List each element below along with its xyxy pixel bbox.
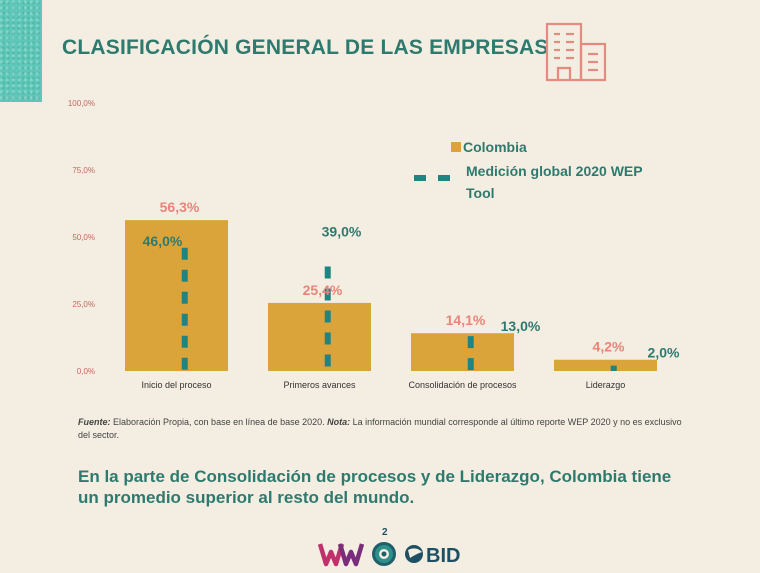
x-tick-label: Primeros avances xyxy=(283,380,356,390)
data-label-colombia: 4,2% xyxy=(593,339,625,355)
bar-colombia xyxy=(411,333,514,371)
footer-logos: BID xyxy=(318,542,460,567)
source-note: Fuente: Elaboración Propia, con base en … xyxy=(78,416,688,442)
bar-colombia xyxy=(554,359,657,371)
data-label-colombia: 56,3% xyxy=(160,199,200,215)
note-label: Nota: xyxy=(327,417,351,427)
bar-colombia xyxy=(268,302,371,371)
legend-label-colombia: Colombia xyxy=(463,139,527,155)
bar-colombia xyxy=(125,220,228,371)
x-tick-label: Consolidación de procesos xyxy=(408,380,517,390)
y-tick-label: 100,0% xyxy=(68,99,95,108)
data-label-colombia: 25,4% xyxy=(303,282,343,298)
decorative-corner xyxy=(0,0,42,102)
y-tick-label: 0,0% xyxy=(77,367,95,376)
ww-logo xyxy=(318,543,365,567)
building-icon xyxy=(545,22,607,82)
data-label-global: 2,0% xyxy=(648,345,680,361)
summary-text: En la parte de Consolidación de procesos… xyxy=(78,467,672,507)
x-tick-label: Inicio del proceso xyxy=(141,380,211,390)
bar-chart: 0,0% 25,0% 50,0% 75,0% 100,0% 56,3% 46,0% Inici… xyxy=(68,99,680,390)
page-number: 2 xyxy=(382,527,388,538)
y-tick-label: 50,0% xyxy=(72,233,95,242)
data-label-global: 39,0% xyxy=(322,223,362,239)
data-label-global: 46,0% xyxy=(143,233,183,249)
page-title: CLASIFICACIÓN GENERAL DE LAS EMPRESAS xyxy=(62,36,549,59)
bid-logo: BID xyxy=(405,545,460,567)
source-label: Fuente: xyxy=(78,417,111,427)
source-text: Elaboración Propia, con base en línea de… xyxy=(110,417,328,427)
x-tick-label: Liderazgo xyxy=(586,380,626,390)
data-label-global: 13,0% xyxy=(501,318,541,334)
data-label-colombia: 14,1% xyxy=(446,312,486,328)
y-tick-label: 75,0% xyxy=(72,166,95,175)
globe-emblem-logo xyxy=(372,542,396,566)
legend-swatch-colombia xyxy=(451,142,461,152)
bid-logo-text: BID xyxy=(426,545,460,567)
note-text: La información mundial corresponde al úl… xyxy=(78,417,682,440)
y-tick-label: 25,0% xyxy=(72,300,95,309)
legend-label-global: Medición global 2020 WEP Tool xyxy=(466,163,643,201)
